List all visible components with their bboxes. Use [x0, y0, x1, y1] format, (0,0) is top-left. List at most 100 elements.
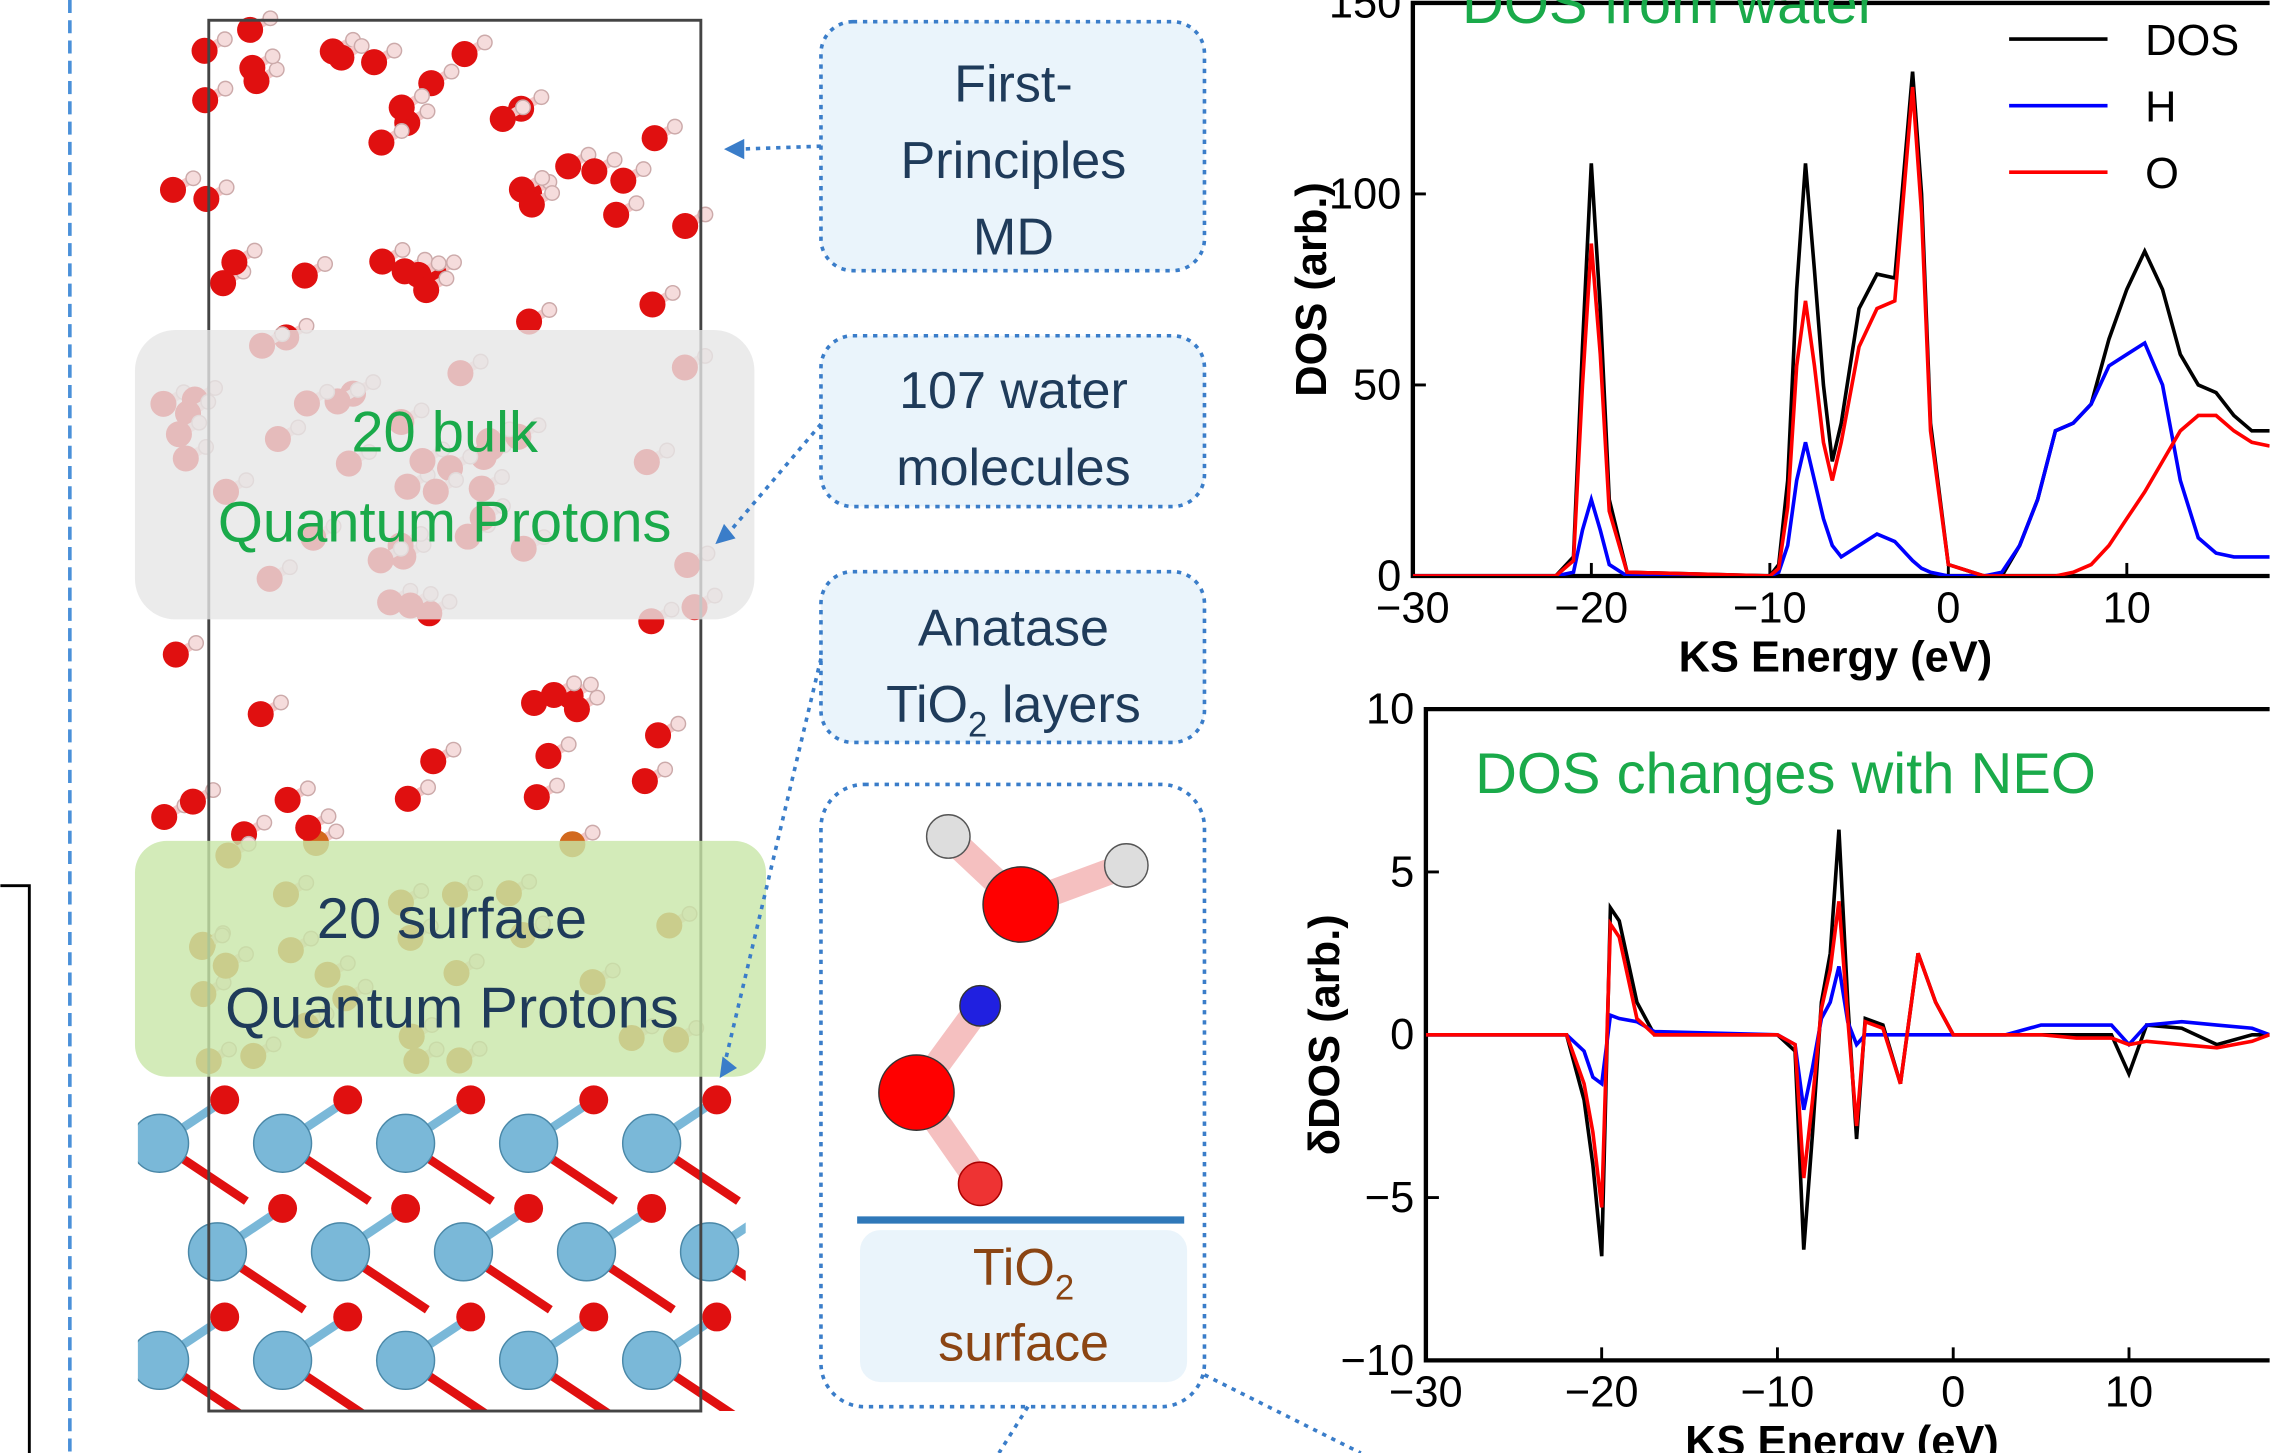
oxygen	[275, 787, 301, 813]
legend-label: H	[2145, 84, 2176, 132]
oxygen	[391, 1194, 420, 1223]
hydrogen	[270, 62, 284, 76]
subscript: 2	[968, 707, 987, 745]
series-line	[1426, 901, 2270, 1207]
oxygen	[292, 263, 318, 289]
legend-label: DOS	[2145, 17, 2239, 65]
hydrogen	[318, 257, 332, 271]
oxygen	[672, 213, 698, 239]
hydrogen	[265, 49, 279, 63]
callout-text: Anatase	[918, 599, 1109, 657]
callout-text: Principles	[901, 132, 1127, 190]
titanium	[500, 1114, 558, 1172]
y-tick-label: 100	[1329, 170, 1401, 218]
hydrogen	[585, 825, 599, 839]
x-tick-label: 0	[1936, 584, 1960, 632]
oxygen	[420, 748, 446, 774]
hydrogen	[636, 162, 650, 176]
oxygen	[702, 1085, 731, 1114]
titanium	[254, 1114, 312, 1172]
oxygen	[610, 168, 636, 194]
hydrogen	[394, 124, 408, 138]
hydrogen	[420, 104, 434, 118]
page: {"chart_data": [ {"type": "line", "title…	[0, 0, 2270, 1453]
oxygen	[579, 1302, 608, 1331]
oxygen	[637, 1194, 666, 1223]
oxygen	[603, 202, 629, 228]
hydrogen	[545, 186, 559, 200]
arrow	[741, 146, 821, 149]
series-line	[1413, 343, 2270, 576]
hydrogen	[629, 196, 643, 210]
y-tick-label: 0	[1377, 552, 1401, 600]
oxygen	[555, 153, 581, 179]
oxygen	[210, 1085, 239, 1114]
hydrogen	[447, 255, 461, 269]
hydrogen	[257, 815, 271, 829]
oxygen	[702, 1302, 731, 1331]
hydrogen	[584, 677, 598, 691]
titanium	[131, 1331, 189, 1389]
callout-text: First-	[954, 55, 1073, 113]
oxygen	[452, 41, 478, 67]
subscript: 2	[1055, 1270, 1074, 1308]
x-tick-label: 10	[2105, 1369, 2153, 1417]
x-tick-label: −20	[1555, 584, 1629, 632]
oxygen	[579, 1085, 608, 1114]
formula-rest: layers	[987, 676, 1140, 734]
titanium	[377, 1114, 435, 1172]
titanium	[623, 1114, 681, 1172]
oxygen	[295, 815, 321, 841]
chart-title: DOS changes with NEO	[1475, 742, 2096, 806]
hydrogen	[219, 180, 233, 194]
y-tick-label: 5	[1390, 848, 1414, 896]
axis-frame	[1413, 3, 2270, 576]
hydrogen	[665, 286, 679, 300]
chart-title: DOS from water	[1462, 0, 1877, 36]
hydrogen	[301, 781, 315, 795]
plot-area	[1413, 72, 2270, 576]
hydrogen	[542, 303, 556, 317]
callout-text: 107 water	[899, 362, 1128, 420]
oxygen	[514, 1194, 543, 1223]
hydrogen	[321, 809, 335, 823]
titanium	[189, 1223, 247, 1281]
oxygen	[193, 186, 219, 212]
oxygen	[535, 743, 561, 769]
hydrogen	[354, 39, 368, 53]
oxygen	[519, 192, 545, 218]
oxygen	[180, 789, 206, 815]
formula: TiO	[973, 1239, 1055, 1297]
titanium	[558, 1223, 616, 1281]
oxygen	[361, 49, 387, 75]
oxygen	[368, 130, 394, 156]
frame-edge	[0, 886, 29, 1453]
hydrogen	[658, 762, 672, 776]
y-tick-label: 50	[1353, 361, 1401, 409]
hydrogen	[561, 737, 575, 751]
formula: TiO	[886, 676, 968, 734]
hydrogen	[439, 271, 453, 285]
legend-label: O	[2145, 150, 2179, 198]
titanium	[312, 1223, 370, 1281]
hydrogen	[274, 695, 288, 709]
oxygen	[160, 177, 186, 203]
y-tick-label: 150	[1329, 0, 1401, 27]
figure: 20 bulk Quantum Protons 20 surface Quant…	[0, 0, 2270, 1453]
hydrogen	[478, 35, 492, 49]
oxygen	[760, 1194, 789, 1223]
hydrogen	[668, 119, 682, 133]
titanium	[254, 1331, 312, 1389]
bulk-box	[135, 330, 754, 619]
hydrogen	[534, 90, 548, 104]
titanium	[377, 1331, 435, 1389]
hydrogen	[218, 81, 232, 95]
oxygen	[328, 45, 354, 71]
oxygen	[524, 784, 550, 810]
series-line	[1413, 87, 2270, 576]
oxygen	[369, 249, 395, 275]
bulk-label: 20 bulk	[351, 401, 539, 465]
oxygen	[192, 87, 218, 113]
hydrogen	[516, 100, 530, 114]
